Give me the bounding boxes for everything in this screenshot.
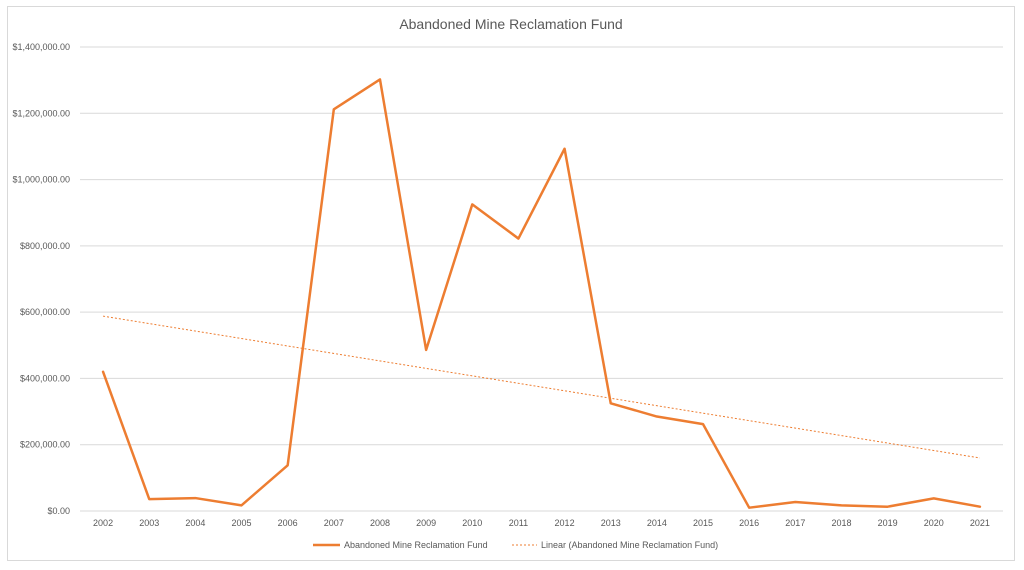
gridlines <box>80 46 1003 512</box>
y-tick-label: $1,400,000.00 <box>12 42 70 52</box>
y-tick-label: $1,200,000.00 <box>12 108 70 118</box>
x-tick-label: 2009 <box>416 518 436 528</box>
chart-title: Abandoned Mine Reclamation Fund <box>399 16 622 32</box>
y-tick-label: $800,000.00 <box>20 241 70 251</box>
trendline <box>102 315 981 459</box>
trendline-group <box>102 315 981 459</box>
x-tick-label: 2003 <box>139 518 159 528</box>
x-tick-label: 2007 <box>324 518 344 528</box>
x-tick-label: 2012 <box>555 518 575 528</box>
x-tick-label: 2016 <box>739 518 759 528</box>
legend: Abandoned Mine Reclamation Fund Linear (… <box>313 540 718 550</box>
x-tick-label: 2014 <box>647 518 667 528</box>
y-tick-label: $1,000,000.00 <box>12 175 70 185</box>
legend-label-trendline: Linear (Abandoned Mine Reclamation Fund) <box>541 540 718 550</box>
x-tick-label: 2006 <box>278 518 298 528</box>
x-tick-label: 2018 <box>831 518 851 528</box>
x-tick-label: 2017 <box>785 518 805 528</box>
x-tick-label: 2010 <box>462 518 482 528</box>
x-tick-label: 2008 <box>370 518 390 528</box>
x-tick-label: 2021 <box>970 518 990 528</box>
legend-label-main-series: Abandoned Mine Reclamation Fund <box>344 540 488 550</box>
x-tick-label: 2013 <box>601 518 621 528</box>
series-line <box>101 78 982 509</box>
series-group <box>101 78 982 509</box>
x-tick-label: 2011 <box>509 518 528 528</box>
y-tick-label: $0.00 <box>47 506 70 516</box>
x-tick-label: 2020 <box>924 518 944 528</box>
y-tick-label: $400,000.00 <box>20 373 70 383</box>
y-axis-ticks: $0.00 $200,000.00 $400,000.00 $600,000.00 $8… <box>12 42 70 516</box>
x-tick-label: 2004 <box>185 518 205 528</box>
x-tick-label: 2019 <box>878 518 898 528</box>
x-tick-label: 2005 <box>232 518 252 528</box>
y-tick-label: $600,000.00 <box>20 307 70 317</box>
x-tick-label: 2002 <box>93 518 113 528</box>
x-axis-ticks: 2002 2003 2004 2005 2006 2007 2008 2009 2010 2011… <box>93 518 990 528</box>
y-tick-label: $200,000.00 <box>20 440 70 450</box>
chart-area <box>7 6 1015 561</box>
x-tick-label: 2015 <box>693 518 713 528</box>
